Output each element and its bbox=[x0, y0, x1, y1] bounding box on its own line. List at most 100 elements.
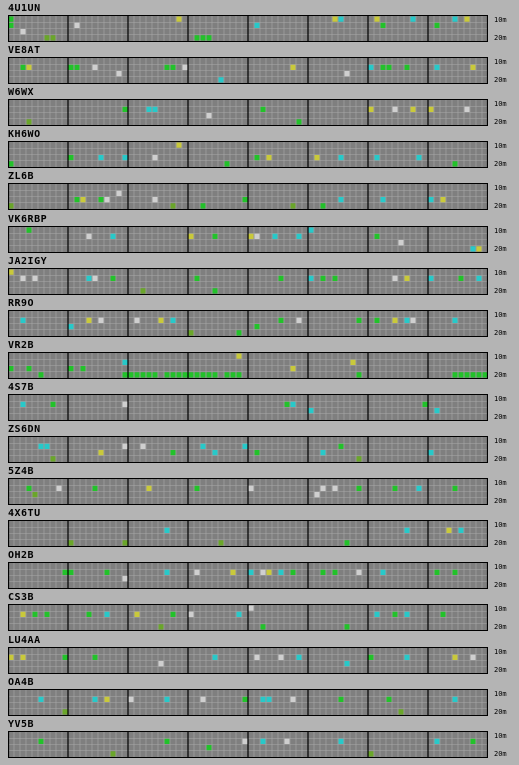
beacon-spot bbox=[230, 570, 236, 576]
band-label-10m: 10m bbox=[494, 100, 507, 109]
beacon-spot bbox=[110, 750, 116, 757]
station-callsign[interactable]: CS3B bbox=[8, 592, 35, 604]
beacon-spot bbox=[254, 155, 260, 161]
band-label-20m: 20m bbox=[494, 34, 507, 42]
beacon-spot bbox=[374, 317, 380, 323]
beacon-spot bbox=[368, 106, 374, 113]
beacon-spot bbox=[296, 654, 302, 660]
station-callsign[interactable]: 4U1UN bbox=[8, 3, 41, 14]
beacon-spot bbox=[260, 738, 266, 744]
beacon-spot bbox=[50, 456, 56, 462]
grid-canvas bbox=[8, 479, 488, 505]
beacon-spot bbox=[254, 22, 260, 28]
beacon-spot bbox=[380, 64, 386, 71]
beacon-spot bbox=[86, 275, 92, 281]
beacon-spot bbox=[50, 401, 56, 407]
beacon-spot bbox=[194, 372, 200, 378]
beacon-spot bbox=[38, 696, 44, 702]
beacon-spot bbox=[380, 22, 386, 28]
station-callsign[interactable]: YV5B bbox=[8, 718, 35, 730]
band-label-20m: 20m bbox=[494, 749, 507, 758]
beacon-spot bbox=[218, 540, 224, 546]
station-callsign[interactable]: ZL6B bbox=[8, 171, 35, 183]
beacon-spot bbox=[290, 203, 296, 209]
band-label-20m: 20m bbox=[494, 623, 507, 632]
beacon-spot bbox=[74, 64, 80, 71]
beacon-spot bbox=[356, 317, 362, 323]
beacon-spot bbox=[140, 287, 146, 294]
station-callsign[interactable]: VE8AT bbox=[8, 45, 41, 57]
station-callsign[interactable]: KH6WO bbox=[8, 129, 41, 141]
beacon-spot bbox=[164, 372, 170, 378]
band-activity-grid bbox=[8, 730, 488, 758]
station-callsign[interactable]: OA4B bbox=[8, 676, 35, 688]
beacon-spot bbox=[194, 485, 200, 492]
beacon-spot bbox=[26, 227, 32, 233]
band-label-20m: 20m bbox=[494, 412, 507, 421]
beacon-spot bbox=[152, 106, 158, 113]
beacon-spot bbox=[164, 738, 170, 744]
beacon-spot bbox=[200, 203, 206, 209]
station-callsign[interactable]: LU4AA bbox=[8, 634, 41, 646]
beacon-spot bbox=[290, 570, 296, 576]
grid-canvas bbox=[8, 16, 488, 41]
beacon-spot bbox=[374, 233, 380, 239]
band-label-20m: 20m bbox=[494, 160, 507, 169]
grid-canvas bbox=[8, 184, 488, 210]
station-callsign[interactable]: W6WX bbox=[8, 87, 35, 99]
beacon-spot bbox=[68, 64, 74, 71]
band-activity-grid bbox=[8, 688, 488, 716]
beacon-spot bbox=[122, 401, 128, 407]
station-callsign[interactable]: ZS6DN bbox=[8, 424, 41, 435]
grid-canvas bbox=[8, 352, 488, 378]
beacon-spot bbox=[404, 317, 410, 323]
beacon-spot bbox=[356, 372, 362, 378]
beacon-spot bbox=[176, 142, 182, 149]
beacon-spot bbox=[170, 372, 176, 378]
beacon-spot bbox=[194, 570, 200, 576]
beacon-spot bbox=[470, 64, 476, 71]
station-callsign[interactable]: 4X6TU bbox=[8, 508, 41, 520]
beacon-spot bbox=[158, 317, 164, 323]
beacon-spot bbox=[134, 612, 140, 618]
beacon-spot bbox=[338, 738, 344, 744]
station-callsign[interactable]: JA2IGY bbox=[8, 255, 48, 267]
beacon-spot bbox=[212, 287, 218, 294]
beacon-spot bbox=[392, 612, 398, 618]
beacon-row: 4X6TU 10m 20m bbox=[0, 508, 519, 550]
beacon-spot bbox=[98, 197, 104, 203]
beacon-spot bbox=[146, 485, 152, 492]
beacon-spot bbox=[44, 612, 50, 618]
station-callsign[interactable]: OH2B bbox=[8, 550, 35, 562]
beacon-spot bbox=[314, 155, 320, 161]
station-callsign[interactable]: VK6RBP bbox=[8, 213, 48, 225]
grid-canvas bbox=[8, 731, 488, 757]
station-callsign[interactable]: 4S7B bbox=[8, 381, 35, 393]
grid-canvas bbox=[8, 394, 488, 420]
beacon-spot bbox=[8, 654, 14, 660]
station-callsign[interactable]: VR2B bbox=[8, 339, 35, 351]
beacon-spot bbox=[260, 624, 266, 630]
band-label-10m: 10m bbox=[494, 184, 507, 193]
beacon-spot bbox=[452, 372, 458, 378]
band-activity-grid bbox=[8, 520, 488, 548]
beacon-spot bbox=[104, 696, 110, 702]
beacon-row: 4S7B 10m 20m bbox=[0, 382, 519, 424]
grid-canvas bbox=[8, 100, 488, 126]
beacon-spot bbox=[236, 612, 242, 618]
beacon-spot bbox=[176, 16, 182, 22]
beacon-spot bbox=[398, 239, 404, 245]
beacon-spot bbox=[350, 359, 356, 365]
beacon-row: ZS6DN 10m 20m bbox=[0, 424, 519, 466]
beacon-spot bbox=[464, 16, 470, 22]
beacon-spot bbox=[242, 443, 248, 449]
beacon-spot bbox=[308, 407, 314, 414]
beacon-spot bbox=[50, 35, 56, 41]
beacon-spot bbox=[290, 696, 296, 702]
band-label-20m: 20m bbox=[494, 707, 507, 716]
station-callsign[interactable]: 5Z4B bbox=[8, 466, 35, 478]
beacon-spot bbox=[296, 317, 302, 323]
grid-canvas bbox=[8, 647, 488, 673]
station-callsign[interactable]: RR9O bbox=[8, 297, 35, 309]
band-activity-grid bbox=[8, 646, 488, 674]
